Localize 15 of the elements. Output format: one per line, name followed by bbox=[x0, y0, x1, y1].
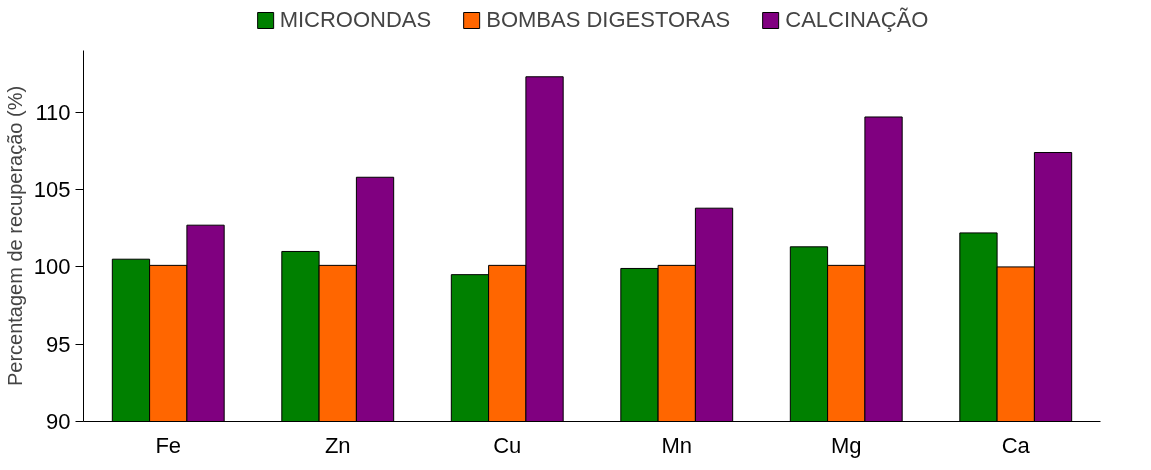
y-axis-title: Percentagem de recuperação (%) bbox=[3, 85, 26, 387]
legend-label: BOMBAS DIGESTORAS bbox=[486, 7, 731, 33]
y-tick-label: 95 bbox=[46, 331, 71, 357]
x-tick-label: Zn bbox=[324, 432, 351, 458]
legend-label: CALCINAÇÃO bbox=[785, 7, 929, 33]
y-tick-label: 90 bbox=[46, 409, 71, 434]
x-tick-label: Ca bbox=[1001, 432, 1031, 458]
y-tick-label: 105 bbox=[33, 177, 71, 203]
x-tick-label: Cu bbox=[493, 432, 522, 458]
legend-label: MICROONDAS bbox=[279, 7, 432, 33]
y-tick-label: 110 bbox=[35, 99, 71, 125]
x-tick-label: Fe bbox=[155, 432, 182, 458]
x-tick-label: Mn bbox=[661, 432, 693, 458]
x-tick-label: Mg bbox=[830, 432, 862, 458]
y-tick-label: 100 bbox=[33, 254, 71, 280]
